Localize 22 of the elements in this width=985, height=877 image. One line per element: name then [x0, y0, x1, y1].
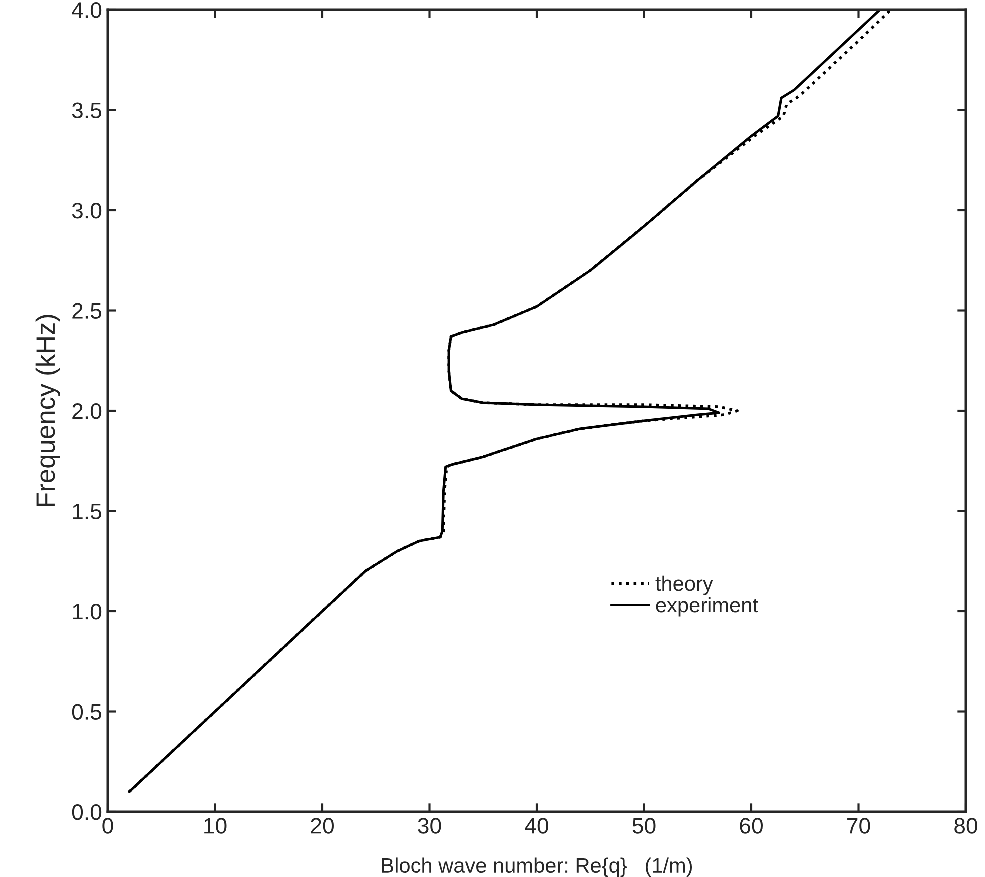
y-tick-label: 3.5: [72, 102, 102, 119]
x-tick-label: 80: [954, 818, 978, 834]
y-tick-label: 0.0: [72, 804, 102, 820]
y-tick-label: 2.5: [72, 303, 102, 320]
y-tick-label: 1.5: [73, 504, 102, 520]
x-tick-label: 60: [740, 818, 763, 834]
y-axis-title: Frequency (kHz): [36, 315, 60, 506]
legend-label: theory: [656, 576, 714, 596]
x-tick-label: 50: [632, 818, 656, 834]
y-tick-label: 2.0: [72, 404, 102, 420]
y-tick-label: 0.5: [72, 704, 102, 720]
x-tick-label: 0: [102, 818, 114, 834]
x-axis-title: Bloch wave number: Re{q} (1/m): [382, 858, 692, 877]
y-tick-label: 3.0: [72, 203, 102, 219]
x-tick-label: 10: [204, 818, 227, 834]
y-tick-label: 1.0: [73, 604, 102, 620]
legend-label: experiment: [656, 597, 758, 617]
x-tick-label: 20: [311, 818, 334, 834]
x-tick-label: 40: [525, 818, 548, 834]
x-tick-label: 30: [418, 818, 442, 834]
x-tick-label: 70: [848, 818, 870, 834]
y-tick-label: 4.0: [72, 2, 102, 18]
